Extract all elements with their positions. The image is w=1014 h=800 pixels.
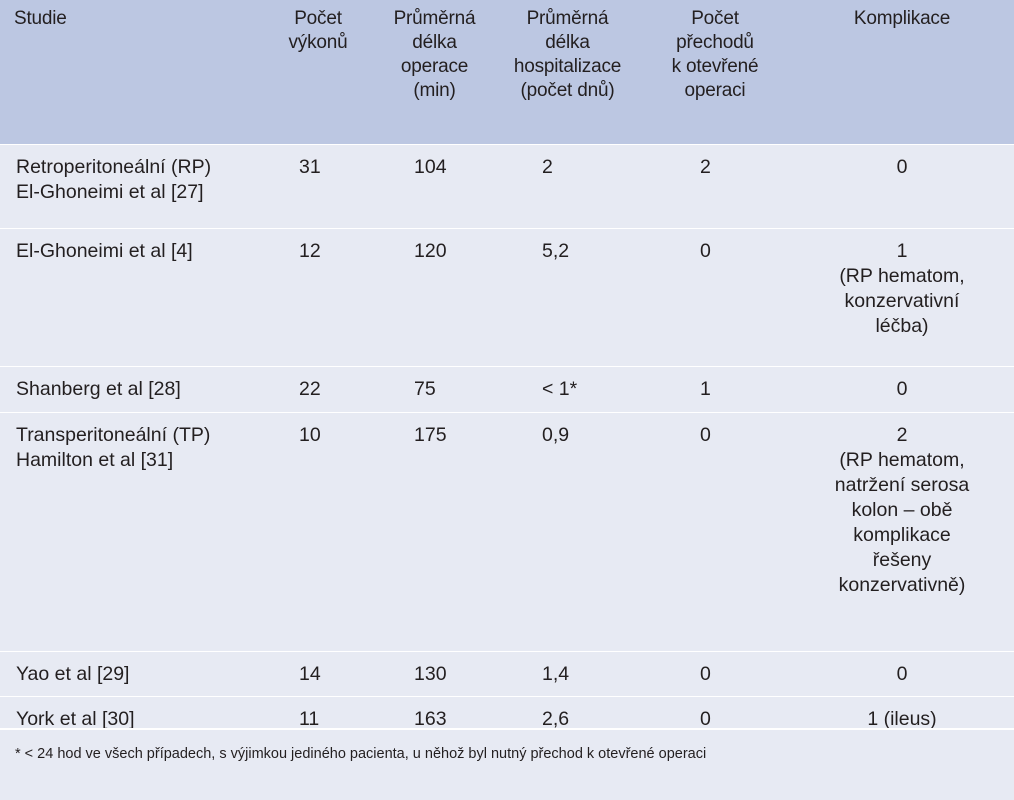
cell-complications: 1 (ileus) — [790, 695, 1014, 742]
header-row: Studie Počet výkonů Průměrná délka opera… — [0, 0, 1014, 144]
results-table: Studie Počet výkonů Průměrná délka opera… — [0, 0, 1014, 742]
cell-complications: 2 (RP hematom, natržení serosa kolon – o… — [790, 411, 1014, 651]
cell-operation-time: 175 — [374, 411, 495, 651]
cell-conversions: 2 — [640, 143, 790, 228]
cell-study: Yao et al [29] — [0, 650, 262, 696]
cell-study: El-Ghoneimi et al [4] — [0, 227, 262, 366]
header-procedures: Počet výkonů — [262, 0, 374, 144]
cell-hospital-stay: < 1* — [495, 365, 640, 412]
cell-study: York et al [30] — [0, 695, 262, 742]
cell-procedures: 12 — [262, 227, 374, 366]
cell-hospital-stay: 0,9 — [495, 411, 640, 651]
header-operation-time: Průměrná délka operace (min) — [374, 0, 495, 144]
cell-complications: 0 — [790, 143, 1014, 228]
cell-hospital-stay: 1,4 — [495, 650, 640, 696]
cell-operation-time: 120 — [374, 227, 495, 366]
cell-study: Transperitoneální (TP) Hamilton et al [3… — [0, 411, 262, 651]
cell-study: Shanberg et al [28] — [0, 365, 262, 412]
table-row: York et al [30] 11 163 2,6 0 1 (ileus) — [0, 695, 1014, 742]
cell-operation-time: 130 — [374, 650, 495, 696]
cell-conversions: 0 — [640, 411, 790, 651]
cell-procedures: 14 — [262, 650, 374, 696]
header-conversions: Počet přechodů k otevřené operaci — [640, 0, 790, 144]
cell-operation-time: 163 — [374, 695, 495, 742]
cell-procedures: 10 — [262, 411, 374, 651]
footnote-divider — [0, 728, 1014, 730]
table-row: El-Ghoneimi et al [4] 12 120 5,2 0 1 (RP… — [0, 227, 1014, 366]
cell-hospital-stay: 2 — [495, 143, 640, 228]
header-hospital-stay: Průměrná délka hospitalizace (počet dnů) — [495, 0, 640, 144]
header-complications: Komplikace — [790, 0, 1014, 144]
cell-conversions: 0 — [640, 695, 790, 742]
table-row: Yao et al [29] 14 130 1,4 0 0 — [0, 650, 1014, 696]
cell-study: Retroperitoneální (RP) El-Ghoneimi et al… — [0, 143, 262, 228]
cell-procedures: 31 — [262, 143, 374, 228]
cell-hospital-stay: 2,6 — [495, 695, 640, 742]
cell-operation-time: 104 — [374, 143, 495, 228]
table-row: Transperitoneální (TP) Hamilton et al [3… — [0, 411, 1014, 651]
cell-conversions: 0 — [640, 227, 790, 366]
table-header: Studie Počet výkonů Průměrná délka opera… — [0, 0, 1014, 144]
table-body: Retroperitoneální (RP) El-Ghoneimi et al… — [0, 143, 1014, 742]
table-row: Retroperitoneální (RP) El-Ghoneimi et al… — [0, 143, 1014, 228]
table-footnote: * < 24 hod ve všech případech, s výjimko… — [15, 746, 707, 762]
cell-complications: 0 — [790, 650, 1014, 696]
header-study: Studie — [0, 0, 262, 144]
cell-procedures: 22 — [262, 365, 374, 412]
cell-complications: 0 — [790, 365, 1014, 412]
cell-procedures: 11 — [262, 695, 374, 742]
table-row: Shanberg et al [28] 22 75 < 1* 1 0 — [0, 365, 1014, 412]
cell-operation-time: 75 — [374, 365, 495, 412]
cell-conversions: 0 — [640, 650, 790, 696]
cell-complications: 1 (RP hematom, konzervativní léčba) — [790, 227, 1014, 366]
cell-conversions: 1 — [640, 365, 790, 412]
cell-hospital-stay: 5,2 — [495, 227, 640, 366]
